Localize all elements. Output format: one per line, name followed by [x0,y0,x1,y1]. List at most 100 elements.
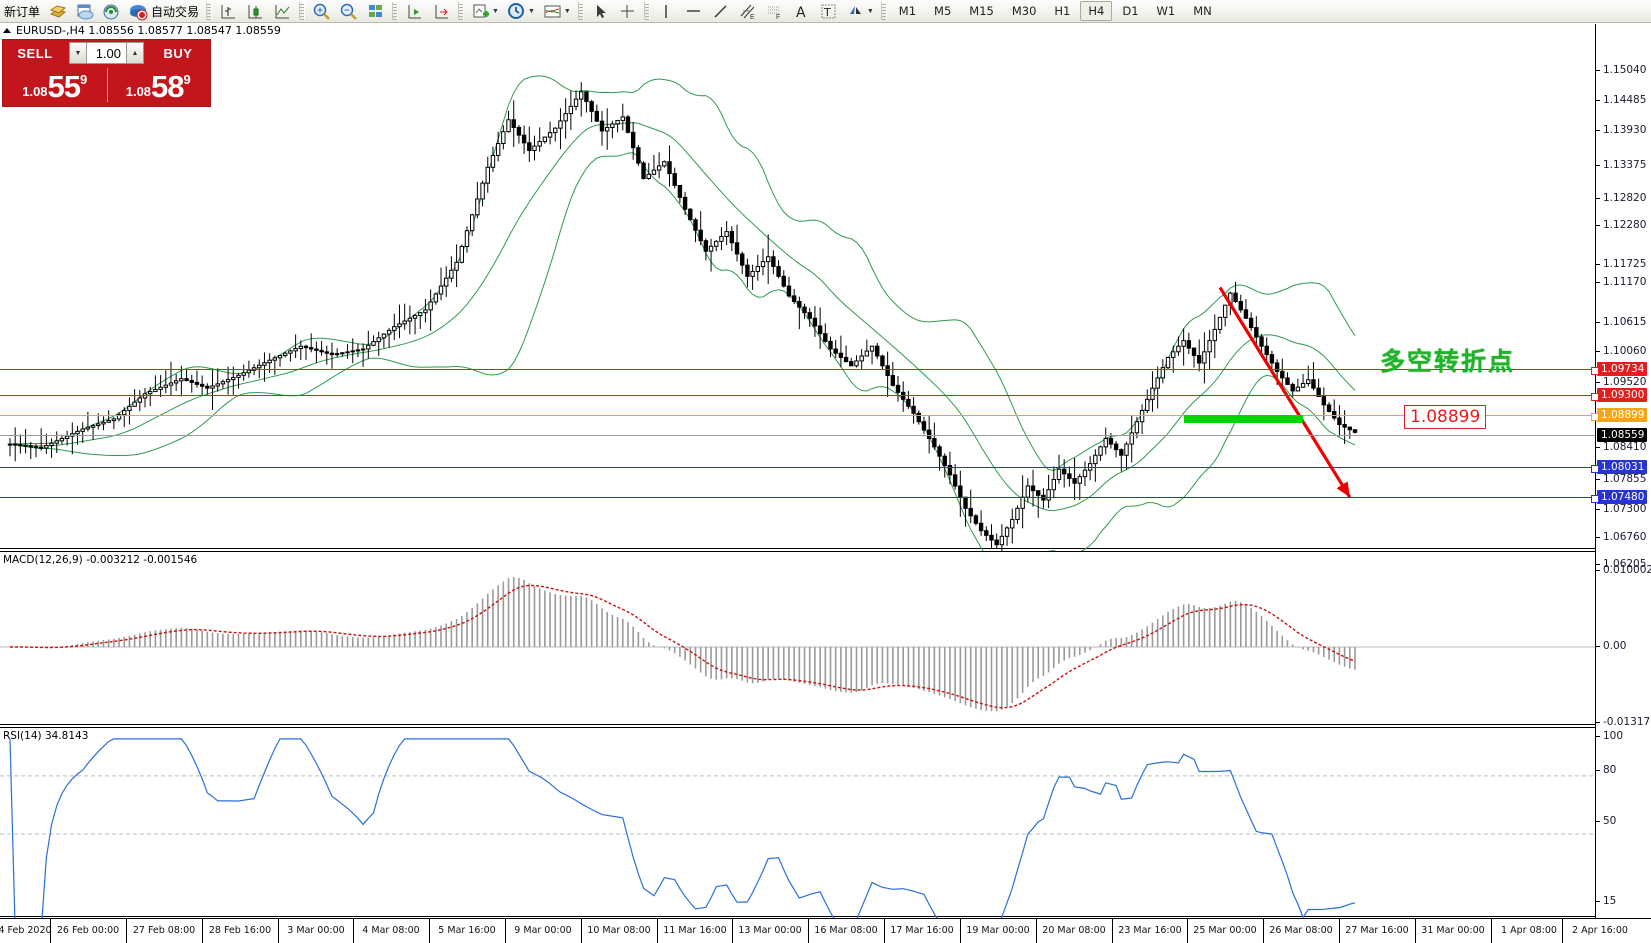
chevron-down-icon[interactable]: ▼ [527,7,535,15]
volume-input[interactable]: 1.00 [87,42,126,64]
price-level-1.09300[interactable] [0,393,1599,401]
level-handle[interactable] [1591,495,1599,503]
svg-text:A: A [796,5,806,21]
templates-button[interactable]: ▼ [539,1,575,22]
template-icon [543,2,562,21]
candlestick-chart-button[interactable] [242,1,269,22]
price-level-1.08031[interactable] [0,465,1599,473]
tile-windows-button[interactable] [362,1,389,22]
quote-divider [106,68,108,102]
zoom-in-button[interactable] [308,1,335,22]
timeframe-m15[interactable]: M15 [969,4,994,18]
horizontal-line-button[interactable] [680,1,707,22]
chart-shift-icon [405,2,424,21]
time-separator [353,919,354,943]
buy-button[interactable]: BUY [163,45,193,61]
trend-line-drawing[interactable] [0,24,1595,549]
volume-increase-button[interactable]: ▲ [126,42,144,64]
zoom-out-button[interactable] [335,1,362,22]
timeframe-m30[interactable]: M30 [1011,4,1037,18]
timeframe-mn[interactable]: MN [1193,4,1212,18]
rsi-pane[interactable]: RSI(14) 34.8143 [0,727,1595,932]
level-handle[interactable] [1591,367,1599,375]
chevron-down-icon[interactable]: ▼ [492,7,499,15]
crosshair-tool-button[interactable] [614,1,641,22]
time-separator [278,919,279,943]
time-separator [1491,919,1492,943]
scale-tick-1.07300: 1.07300 [1596,503,1646,515]
scale-tick-1.13930: 1.13930 [1596,124,1646,136]
signals-icon[interactable] [98,1,125,22]
time-separator [202,919,203,943]
indicators-button[interactable]: ▼ [467,1,503,22]
time-tick-label: 10 Mar 08:00 [587,925,651,936]
auto-scroll-button[interactable] [428,1,455,22]
toolbar-separator [299,2,306,20]
text-tool-button[interactable]: A [788,1,815,22]
shift-end-button[interactable] [401,1,428,22]
sell-price-sup: 9 [80,72,88,87]
bar-chart-icon [219,2,238,21]
time-tick-label: 17 Mar 16:00 [890,925,954,936]
vertical-line-button[interactable] [653,1,680,22]
toolbar-separator [392,2,399,20]
price-level-1.08559[interactable] [0,435,1595,436]
equidistant-channel-button[interactable]: E [734,1,761,22]
add-indicator-icon [471,2,490,21]
sell-price-display[interactable]: 1.08 55 9 [3,66,107,104]
timeframe-m1[interactable]: M1 [898,4,917,18]
volume-stepper[interactable]: ▼ 1.00 ▲ [69,42,144,64]
autotrading-button[interactable]: 自动交易 [125,1,203,22]
time-tick-label: 16 Mar 08:00 [814,925,878,936]
bar-chart-button[interactable] [215,1,242,22]
turning-point-annotation: 多空转折点 [1380,347,1516,376]
timeframe-d1[interactable]: D1 [1122,4,1139,18]
time-axis[interactable]: 24 Feb 2020 26 Feb 00:00 27 Feb 08:00 28 Fe… [0,918,1651,943]
arrows-button[interactable]: ▼ [842,1,878,22]
time-tick-label: 27 Mar 16:00 [1345,925,1409,936]
macd-pane[interactable]: MACD(12,26,9) -0.003212 -0.001546 [0,551,1595,725]
macd-series-canvas [0,577,1595,712]
timeframe-h1[interactable]: H1 [1054,4,1071,18]
window-cloud-icon [75,2,94,21]
sell-button[interactable]: SELL [17,45,53,61]
level-handle[interactable] [1591,465,1599,473]
price-level-1.09734[interactable] [0,367,1599,375]
main-toolbar[interactable]: 新订单 自动交易 ▼ ▼ ▼ [0,0,1651,23]
price-level-1.08899[interactable] [0,413,1599,421]
price-level-1.07480[interactable] [0,495,1599,503]
scale-tick-1.10060: 1.10060 [1596,345,1646,357]
volume-decrease-button[interactable]: ▼ [69,42,87,64]
timeframe-h4[interactable]: H4 [1080,1,1113,21]
time-separator [657,919,658,943]
line-chart-button[interactable] [269,1,296,22]
chart-area[interactable]: 多空转折点 1.08899 MACD(12,26,9) -0.003212 -0… [0,24,1651,943]
collapse-triangle-icon[interactable] [3,28,11,33]
one-click-trading-panel[interactable]: SELL ▼ 1.00 ▲ BUY 1.08 55 9 1.08 58 9 [2,39,211,107]
time-separator [1263,919,1264,943]
chevron-down-icon[interactable]: ▼ [866,7,874,15]
price-scale[interactable]: 1.15040 1.14485 1.13930 1.13375 1.12820 1.122… [1595,24,1651,918]
chevron-down-icon[interactable]: ▼ [563,7,571,15]
text-label-button[interactable]: T [815,1,842,22]
timeframe-button-group[interactable]: M1 M5 M15 M30 H1 H4 D1 W1 MN [890,1,1221,21]
fibonacci-button[interactable]: F [761,1,788,22]
time-tick-label: 4 Mar 08:00 [362,925,420,936]
time-separator [960,919,961,943]
auto-scroll-icon [432,2,451,21]
buy-price-display[interactable]: 1.08 58 9 [106,66,211,104]
price-pane[interactable]: 多空转折点 1.08899 [0,24,1599,578]
charts-icon[interactable] [44,1,71,22]
scale-tick-1.11725: 1.11725 [1596,258,1646,270]
level-handle[interactable] [1591,393,1599,401]
trendline-button[interactable] [707,1,734,22]
cursor-tool-button[interactable] [587,1,614,22]
level-handle[interactable] [1591,413,1599,421]
market-watch-icon[interactable] [71,1,98,22]
timeframe-m5[interactable]: M5 [934,4,952,18]
timeframe-w1[interactable]: W1 [1156,4,1176,18]
period-button[interactable]: ▼ [503,1,539,22]
scale-tick-1.13375: 1.13375 [1596,159,1646,171]
time-tick-label: 28 Feb 16:00 [208,925,272,936]
new-order-button[interactable]: 新订单 [0,1,44,22]
